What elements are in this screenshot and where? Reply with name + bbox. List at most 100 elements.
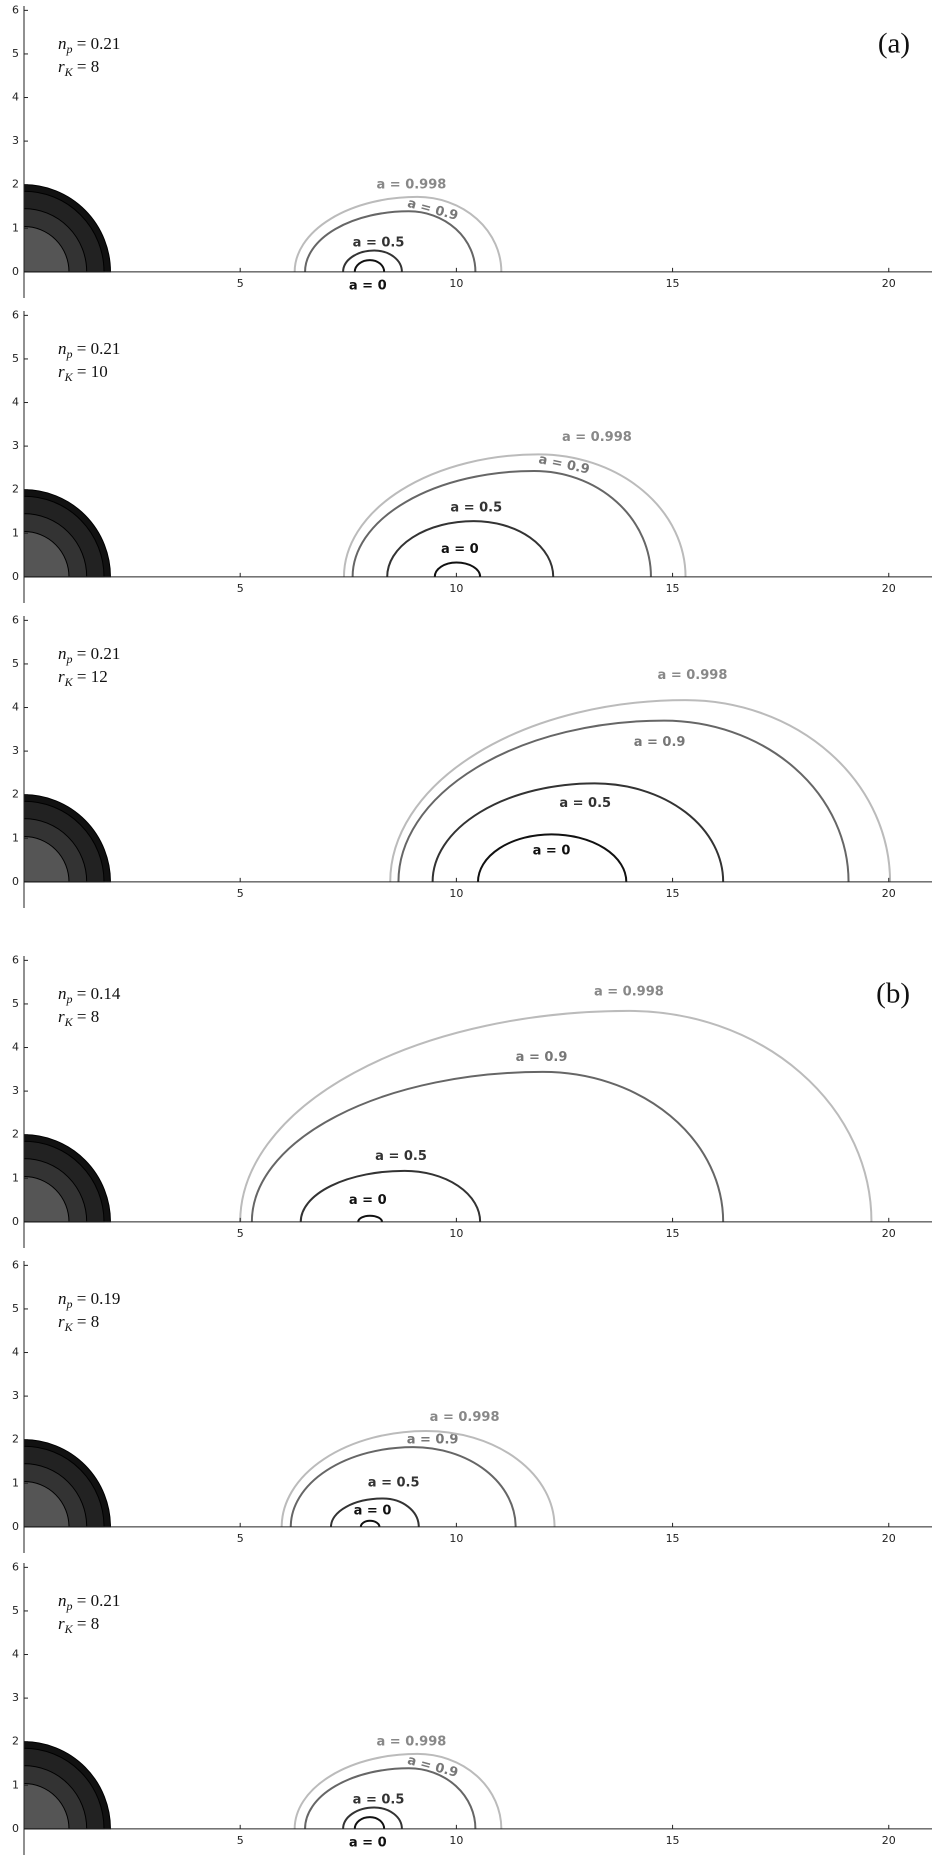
x-tick-label: 20 [882,1834,896,1847]
y-tick-label: 6 [12,1560,19,1573]
value-text: = 8 [73,1007,100,1026]
y-tick-label: 1 [12,526,19,539]
symbol: n [58,1289,67,1308]
curve-label: a = 0 [533,843,571,858]
x-tick-label: 5 [237,1532,244,1545]
x-tick-label: 20 [882,277,896,290]
y-tick-label: 6 [12,3,19,16]
contour-line [355,1817,384,1829]
parameter-annotation: np = 0.21 [58,339,120,361]
parameter-annotation: rK = 12 [58,667,108,689]
subscript: p [66,992,73,1006]
x-tick-label: 20 [882,887,896,900]
page: {"chart_data": [ {"type": "line", "annot… [0,0,934,1861]
subscript: p [66,347,73,361]
y-tick-label: 1 [12,1778,19,1791]
value-text: = 0.21 [73,34,121,53]
y-tick-label: 4 [12,91,19,104]
curve-label: a = 0.998 [562,430,632,445]
symbol: n [58,34,67,53]
symbol: n [58,1591,67,1610]
contour-line [355,260,384,272]
y-tick-label: 2 [12,1128,19,1141]
curve-label: a = 0.9 [406,1753,460,1781]
y-tick-label: 3 [12,1389,19,1402]
x-tick-label: 20 [882,1532,896,1545]
figure: a = 0a = 0.5a = 0.9a = 0.998510152001234… [0,0,934,1861]
y-tick-label: 0 [12,1822,19,1835]
curve-label: a = 0 [349,279,387,294]
symbol: n [58,984,67,1003]
subscript: p [66,1297,73,1311]
x-tick-label: 10 [449,1227,463,1240]
x-tick-label: 20 [882,1227,896,1240]
curve-label: a = 0.998 [376,1735,446,1750]
contour-line [398,721,848,882]
x-tick-label: 5 [237,1227,244,1240]
value-text: = 8 [73,57,100,76]
value-text: = 8 [73,1312,100,1331]
y-tick-label: 6 [12,308,19,321]
y-tick-label: 6 [12,953,19,966]
panel: a = 0a = 0.5a = 0.9a = 0.998510152001234… [12,1258,932,1553]
y-tick-label: 2 [12,1433,19,1446]
value-text: = 0.21 [73,1591,121,1610]
parameter-annotation: rK = 8 [58,1312,99,1334]
parameter-annotation: np = 0.21 [58,644,120,666]
y-tick-label: 3 [12,134,19,147]
contour-line [252,1072,723,1222]
curve-label: a = 0.5 [353,236,405,251]
y-tick-label: 2 [12,483,19,496]
x-tick-label: 10 [449,1834,463,1847]
x-tick-label: 15 [666,277,680,290]
contour-line [358,1216,382,1222]
contour-line [344,454,686,576]
y-tick-label: 2 [12,1735,19,1748]
value-text: = 0.21 [73,339,121,358]
subscript: p [66,1599,73,1613]
parameter-annotation: np = 0.19 [58,1289,120,1311]
y-tick-label: 0 [12,875,19,888]
y-tick-label: 5 [12,657,19,670]
y-tick-label: 1 [12,1476,19,1489]
curve-label: a = 0.9 [406,196,460,224]
y-tick-label: 1 [12,221,19,234]
contour-line [435,562,480,576]
x-tick-label: 5 [237,887,244,900]
parameter-annotation: rK = 8 [58,1007,99,1029]
x-tick-label: 10 [449,887,463,900]
y-tick-label: 5 [12,1604,19,1617]
y-tick-label: 3 [12,1691,19,1704]
curve-label: a = 0.998 [376,178,446,193]
y-tick-label: 0 [12,265,19,278]
y-tick-label: 5 [12,352,19,365]
x-tick-label: 15 [666,582,680,595]
subscript: p [66,652,73,666]
y-tick-label: 3 [12,744,19,757]
x-tick-label: 10 [449,1532,463,1545]
y-tick-label: 4 [12,1041,19,1054]
value-text: = 0.19 [73,1289,121,1308]
y-tick-label: 1 [12,831,19,844]
symbol: n [58,339,67,358]
curve-label: a = 0.5 [559,796,611,811]
y-tick-label: 6 [12,1258,19,1271]
y-tick-label: 0 [12,570,19,583]
value-text: = 0.14 [73,984,121,1003]
x-tick-label: 5 [237,1834,244,1847]
panel-label: (a) [878,28,910,60]
y-tick-label: 2 [12,178,19,191]
curve-label: a = 0.998 [658,668,728,683]
value-text: = 8 [73,1614,100,1633]
curve-label: a = 0.5 [353,1793,405,1808]
contour-line [361,1521,380,1527]
curve-label: a = 0.5 [375,1149,427,1164]
curve-label: a = 0.5 [368,1475,420,1490]
x-tick-label: 5 [237,582,244,595]
parameter-annotation: rK = 8 [58,1614,99,1636]
contour-line [390,700,890,882]
y-tick-label: 0 [12,1520,19,1533]
x-tick-label: 15 [666,1227,680,1240]
